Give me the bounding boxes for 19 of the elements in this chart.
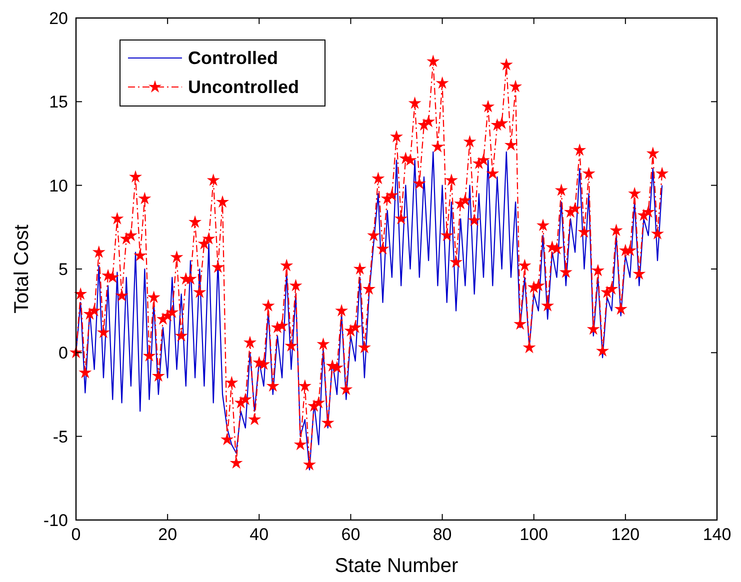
y-tick-label: -5 xyxy=(52,427,68,446)
y-tick-label: -10 xyxy=(43,511,68,530)
y-axis-title: Total Cost xyxy=(11,224,33,314)
x-tick-label: 80 xyxy=(432,525,452,544)
x-tick-label: 20 xyxy=(158,525,178,544)
x-tick-label: 60 xyxy=(341,525,360,544)
y-tick-label: 20 xyxy=(49,9,68,28)
x-tick-label: 140 xyxy=(702,525,732,544)
legend-label: Uncontrolled xyxy=(188,77,299,97)
y-tick-label: 10 xyxy=(49,176,68,196)
x-tick-label: 40 xyxy=(250,525,269,544)
x-axis-title: State Number xyxy=(334,555,459,577)
y-tick-label: 5 xyxy=(58,260,68,279)
x-tick-label: 100 xyxy=(520,525,548,544)
y-tick-label: 15 xyxy=(49,92,68,112)
x-tick-label: 0 xyxy=(71,525,81,544)
legend-label: Controlled xyxy=(188,48,278,68)
y-tick-label: 0 xyxy=(58,344,68,363)
x-tick-label: 120 xyxy=(611,525,640,544)
